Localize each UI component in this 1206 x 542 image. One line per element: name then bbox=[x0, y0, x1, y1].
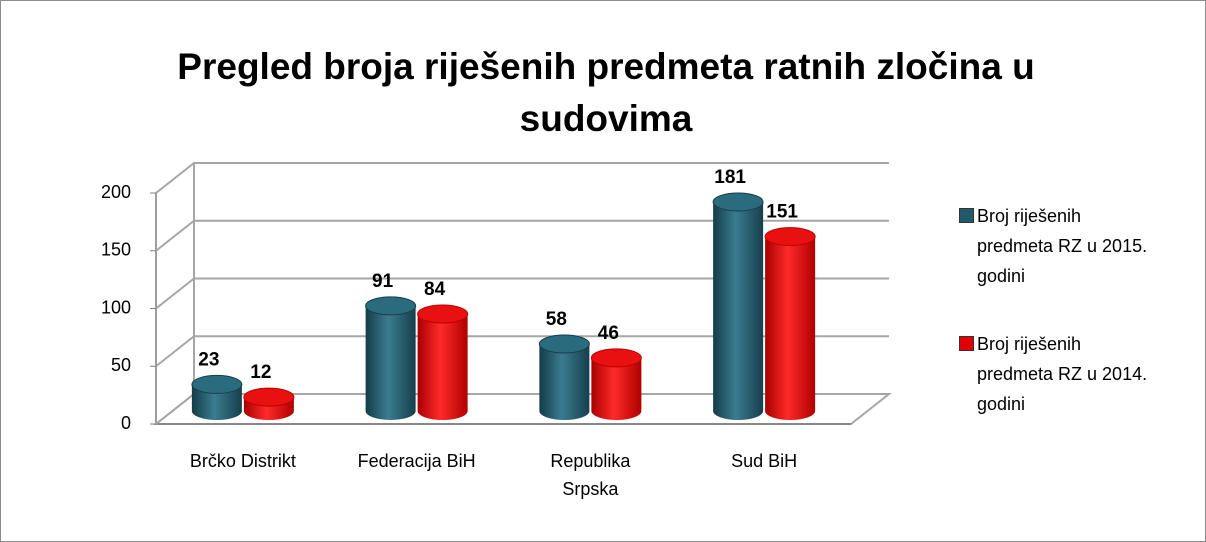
legend-swatch bbox=[959, 336, 974, 351]
legend-label: Broj riješenih predmeta RZ u 2014. godin… bbox=[977, 334, 1148, 414]
y-tick-label: 50 bbox=[111, 355, 131, 375]
chart-title: Pregled broja riješenih predmeta ratnih … bbox=[177, 46, 1035, 139]
cylinder bbox=[191, 384, 242, 420]
cylinder bbox=[765, 236, 816, 420]
cylinder bbox=[713, 201, 764, 420]
y-tick-label: 100 bbox=[101, 297, 131, 317]
x-tick-label: Republika Srpska bbox=[550, 451, 631, 499]
cylinder-top bbox=[243, 387, 295, 407]
x-tick-label: Brčko Distrikt bbox=[189, 451, 296, 471]
legend-swatch bbox=[959, 208, 974, 223]
cylinder-top bbox=[365, 296, 417, 316]
data-label: 58 bbox=[546, 309, 567, 330]
data-label: 46 bbox=[598, 323, 619, 344]
cylinder-top bbox=[191, 374, 243, 394]
x-tick-label: Sud BiH bbox=[731, 451, 798, 471]
grid-line bbox=[155, 335, 889, 368]
grid-line bbox=[155, 219, 889, 252]
legend-label: Broj riješenih predmeta RZ u 2015. godin… bbox=[977, 206, 1148, 286]
y-tick-label: 200 bbox=[101, 182, 131, 202]
cylinder bbox=[417, 313, 468, 420]
data-label: 84 bbox=[424, 279, 446, 300]
cylinder bbox=[591, 357, 642, 420]
data-label: 91 bbox=[372, 271, 394, 292]
cylinder-top bbox=[417, 304, 469, 324]
data-label: 181 bbox=[714, 167, 746, 188]
grid-line bbox=[155, 277, 889, 310]
y-tick-label: 0 bbox=[121, 413, 131, 433]
x-tick-label: Federacija BiH bbox=[357, 451, 476, 471]
data-label: 151 bbox=[766, 202, 798, 223]
cylinder-top bbox=[538, 334, 590, 354]
cylinder bbox=[539, 344, 590, 420]
cylinder-top bbox=[590, 348, 642, 368]
cylinder-top bbox=[764, 227, 816, 247]
grid-line bbox=[155, 162, 889, 194]
cylinder-top bbox=[712, 192, 764, 212]
data-label: 23 bbox=[198, 349, 219, 370]
y-tick-label: 150 bbox=[101, 240, 131, 260]
data-label: 12 bbox=[250, 362, 271, 383]
cylinder bbox=[365, 305, 416, 420]
